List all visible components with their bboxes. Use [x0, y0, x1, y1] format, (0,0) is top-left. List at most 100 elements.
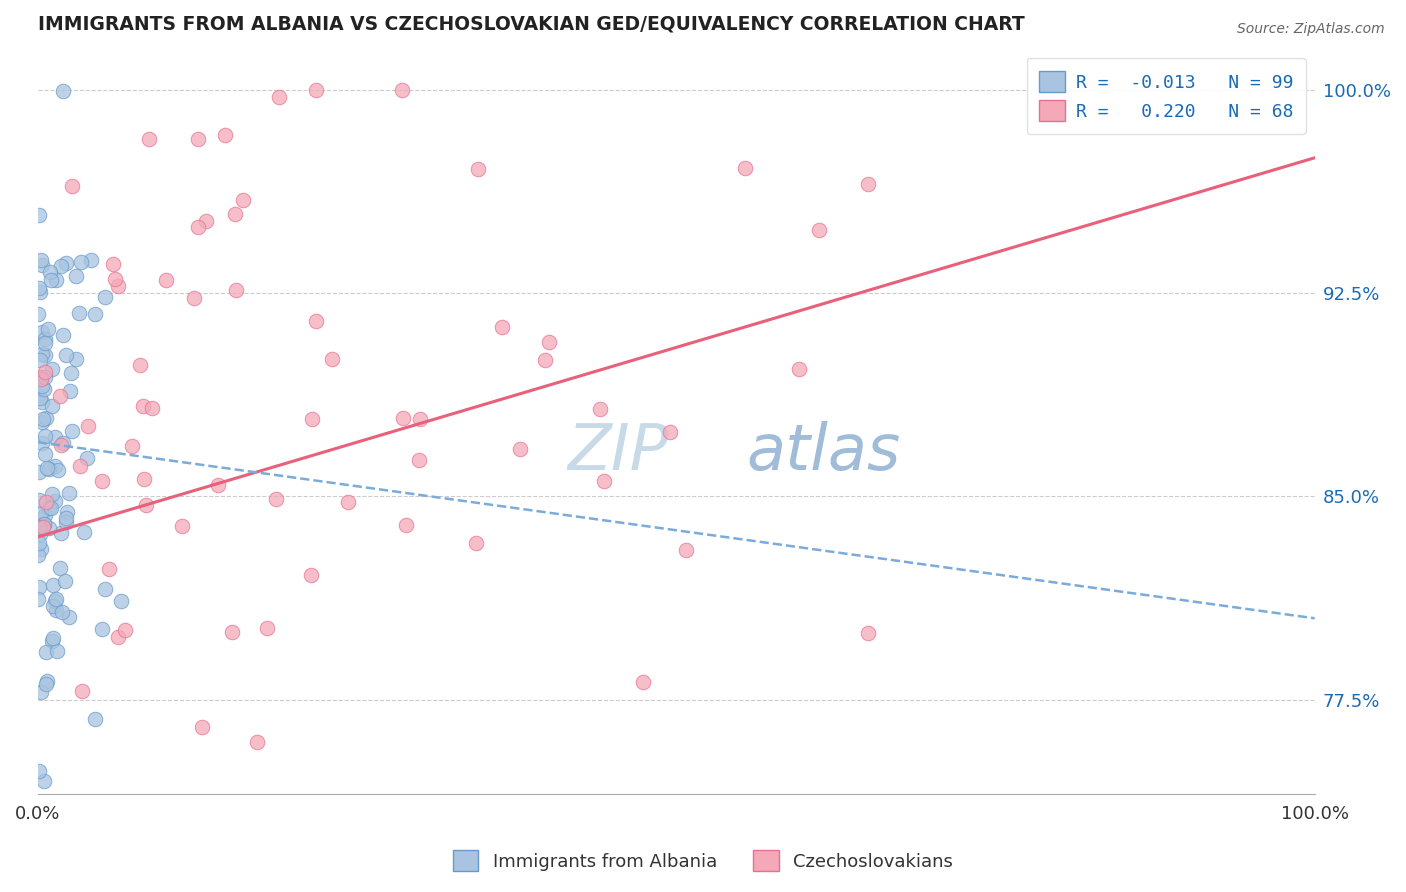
Point [467, 162, 489, 177]
Point [91, 475, 114, 489]
Point [60, 179, 83, 194]
Point [38, 521, 60, 535]
Point [32, 517, 55, 532]
Point [60, 424, 83, 438]
Point [49, 389, 72, 403]
Point [534, 352, 557, 367]
Point [264, 491, 287, 506]
Point [52, 84, 75, 98]
Point [48, 463, 70, 477]
Point [72, 684, 94, 698]
Point [37, 322, 59, 336]
Point [30, 253, 52, 268]
Point [76, 450, 98, 465]
Point [34, 348, 56, 362]
Point [44, 494, 66, 508]
Point [44, 430, 66, 444]
Point [55, 348, 77, 362]
Point [69, 306, 91, 320]
Point [27, 591, 49, 606]
Point [808, 223, 831, 237]
Point [97, 562, 120, 576]
Point [51, 605, 73, 619]
Point [207, 477, 229, 491]
Point [65, 351, 87, 366]
Point [83, 712, 105, 726]
Point [31, 436, 53, 450]
Point [65, 268, 87, 283]
Point [30, 369, 52, 384]
Point [789, 362, 811, 376]
Point [31, 325, 53, 339]
Point [52, 436, 75, 450]
Point [41, 599, 63, 613]
Point [183, 292, 205, 306]
Point [46, 643, 69, 657]
Point [55, 516, 77, 530]
Text: atlas: atlas [747, 421, 901, 483]
Point [35, 644, 58, 658]
Point [31, 258, 53, 272]
Point [44, 459, 66, 474]
Point [32, 520, 55, 534]
Point [69, 255, 91, 269]
Point [588, 401, 610, 416]
Point [28, 520, 51, 534]
Point [41, 487, 63, 501]
Point [34, 370, 56, 384]
Point [114, 623, 136, 637]
Point [659, 425, 682, 439]
Point [392, 410, 415, 425]
Point [408, 453, 430, 467]
Point [34, 508, 56, 523]
Legend: Immigrants from Albania, Czechoslovakians: Immigrants from Albania, Czechoslovakian… [446, 843, 960, 879]
Legend: R =  -0.013   N = 99, R =   0.220   N = 68: R = -0.013 N = 99, R = 0.220 N = 68 [1026, 59, 1306, 134]
Point [52, 327, 75, 342]
Point [103, 257, 125, 271]
Text: ZIP: ZIP [568, 421, 669, 483]
Point [44, 593, 66, 607]
Text: Source: ZipAtlas.com: Source: ZipAtlas.com [1237, 22, 1385, 37]
Point [28, 465, 51, 479]
Point [34, 332, 56, 346]
Point [28, 526, 51, 541]
Point [45, 603, 67, 617]
Point [91, 622, 114, 636]
Point [194, 214, 217, 228]
Point [301, 412, 323, 426]
Point [45, 591, 67, 606]
Point [121, 439, 143, 453]
Point [138, 132, 160, 146]
Point [55, 256, 77, 270]
Point [155, 273, 177, 287]
Point [31, 347, 53, 361]
Point [509, 442, 531, 456]
Point [305, 314, 328, 328]
Point [42, 578, 65, 592]
Point [30, 541, 52, 556]
Point [35, 677, 58, 691]
Point [395, 518, 418, 533]
Point [39, 265, 62, 279]
Point [31, 416, 53, 430]
Point [27, 548, 49, 562]
Point [39, 273, 62, 287]
Point [225, 283, 247, 297]
Point [32, 516, 55, 531]
Point [214, 128, 236, 142]
Point [41, 633, 63, 648]
Point [27, 307, 49, 321]
Point [491, 320, 513, 334]
Point [28, 285, 51, 299]
Point [41, 399, 63, 413]
Point [30, 352, 52, 367]
Point [224, 207, 246, 221]
Point [734, 161, 756, 175]
Point [28, 536, 51, 550]
Point [675, 543, 697, 558]
Point [38, 500, 60, 515]
Point [45, 272, 67, 286]
Point [267, 90, 290, 104]
Point [27, 387, 49, 401]
Point [32, 383, 55, 397]
